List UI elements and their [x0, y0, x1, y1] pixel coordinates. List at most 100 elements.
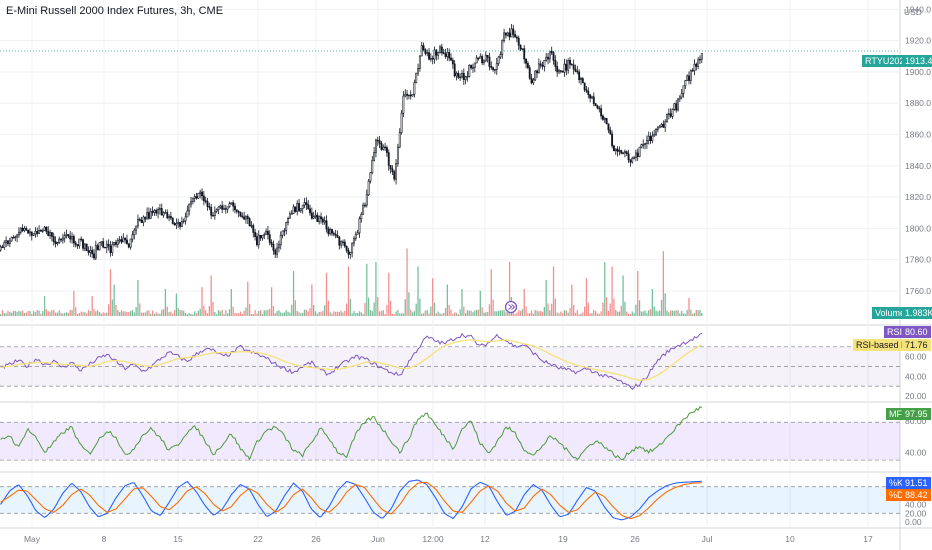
volume-bar	[474, 310, 476, 316]
candle-body	[420, 45, 423, 57]
volume-bar	[626, 311, 628, 316]
volume-bars	[0, 248, 703, 316]
volume-bar	[250, 314, 253, 316]
volume-bar	[225, 310, 227, 316]
volume-bar	[214, 311, 216, 316]
volume-bar	[404, 299, 406, 316]
candle-body	[389, 165, 392, 170]
volume-bar	[153, 313, 156, 316]
volume-bar	[236, 313, 238, 316]
volume-bar	[18, 311, 20, 316]
volume-bar	[122, 311, 124, 316]
candle-body	[554, 60, 557, 67]
volume-bar	[395, 311, 397, 316]
candle-body	[19, 227, 22, 233]
volume-bar	[472, 312, 474, 316]
volume-bar	[666, 310, 668, 316]
volume-bar	[649, 309, 652, 316]
volume-bar	[444, 308, 447, 316]
volume-bar	[205, 310, 207, 316]
candle-body	[52, 236, 55, 242]
volume-bar	[316, 313, 318, 316]
volume-bar	[89, 311, 91, 316]
candle-body	[537, 63, 540, 74]
volume-bar	[296, 310, 298, 316]
candle-body	[168, 216, 171, 219]
volume-bar	[5, 313, 7, 316]
volume-bar	[554, 298, 556, 316]
stoch-series-0	[0, 479, 702, 521]
volume-bar	[437, 311, 439, 316]
candle-body	[210, 207, 213, 216]
candle-body	[263, 234, 266, 236]
candle-body	[563, 63, 566, 73]
candle-body	[483, 60, 485, 64]
time-tick-label-6: 12:00	[422, 534, 444, 544]
candle-body	[470, 64, 473, 69]
volume-bar	[117, 310, 119, 316]
candle-body	[190, 201, 192, 205]
candle-body	[309, 208, 311, 214]
volume-bar	[375, 262, 377, 316]
candle-body	[644, 143, 646, 145]
volume-bar	[519, 311, 522, 316]
candle-body	[246, 216, 249, 219]
candle-body	[625, 151, 628, 155]
candle-body	[298, 203, 300, 212]
volume-bar	[411, 312, 414, 316]
volume-bar	[534, 310, 536, 316]
volume-bar	[23, 313, 26, 316]
volume-bar	[40, 313, 42, 316]
candle-body	[612, 145, 615, 151]
volume-bar	[216, 314, 218, 316]
volume-bar	[523, 289, 525, 316]
volume-bar	[591, 313, 593, 316]
volume-bar	[76, 313, 79, 316]
price-tick-label-8: 1780.0	[905, 255, 931, 265]
volume-bar	[609, 303, 611, 316]
volume-bar	[168, 312, 170, 316]
candle-body	[385, 147, 388, 153]
volume-bar	[161, 309, 163, 316]
candle-body	[343, 241, 346, 247]
volume-bar	[338, 311, 340, 316]
volume-bar	[688, 298, 690, 316]
candle-body	[259, 234, 262, 239]
time-tick-label-10: Jul	[702, 534, 713, 544]
volume-bar	[426, 309, 428, 316]
volume-bar	[701, 312, 703, 316]
rsi-series-0	[0, 332, 702, 390]
candle-body	[493, 69, 496, 71]
candle-body	[391, 168, 394, 172]
volume-bar	[378, 311, 381, 316]
candle-body	[435, 49, 438, 56]
candle-body	[556, 66, 559, 73]
volume-bar	[287, 311, 289, 316]
volume-bar	[97, 310, 99, 316]
candle-body	[462, 73, 465, 81]
candle-body	[140, 220, 143, 223]
candle-body	[307, 204, 310, 210]
candle-body	[310, 212, 313, 219]
candle-body	[100, 241, 103, 243]
volume-bar	[673, 310, 675, 316]
candle-body	[138, 218, 141, 221]
rsi-ma-badge-label: RSI-based MA	[853, 339, 918, 351]
volume-bar	[175, 293, 178, 316]
price-tick-label-7: 1800.0	[905, 223, 931, 233]
candle-body	[620, 150, 623, 154]
volume-bar	[600, 311, 602, 316]
volume-bar	[538, 311, 540, 316]
candle-body	[547, 56, 549, 60]
volume-bar	[51, 310, 53, 316]
candle-body	[12, 237, 15, 239]
candle-body	[382, 146, 385, 150]
volume-bar	[278, 310, 280, 316]
candle-body	[137, 218, 139, 227]
rsi-badge-value: 80.60	[902, 326, 931, 338]
candle-body	[256, 236, 258, 245]
candle-body	[312, 216, 315, 219]
volume-bar	[237, 313, 240, 316]
candle-body	[38, 230, 41, 234]
